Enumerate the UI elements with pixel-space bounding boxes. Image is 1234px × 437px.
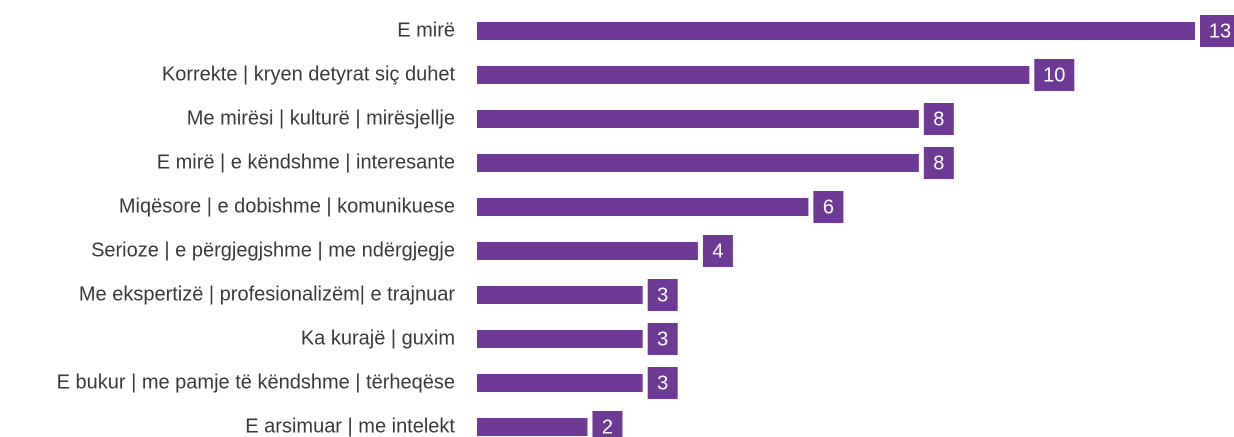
- value-label: 8: [933, 152, 944, 174]
- value-label-box: [647, 279, 678, 311]
- value-label-box: [647, 367, 678, 399]
- value-label-box: [1034, 59, 1075, 91]
- bar: [477, 330, 643, 348]
- value-label-box: [592, 411, 623, 437]
- bar: [477, 418, 588, 436]
- value-label: 3: [657, 372, 668, 394]
- category-label: E bukur | me pamje të këndshme | tërheqë…: [57, 371, 455, 393]
- bar: [477, 198, 809, 216]
- value-label: 8: [933, 108, 944, 130]
- value-label: 2: [602, 416, 613, 437]
- category-label: E arsimuar | me intelekt: [245, 415, 455, 437]
- category-label: E mirë: [397, 19, 455, 41]
- bar: [477, 242, 698, 260]
- bar: [477, 110, 919, 128]
- value-label-box: [923, 147, 954, 179]
- value-label: 4: [712, 240, 723, 262]
- bar: [477, 154, 919, 172]
- bar: [477, 286, 643, 304]
- bar: [477, 374, 643, 392]
- value-label-box: [813, 191, 844, 223]
- value-label: 6: [823, 196, 834, 218]
- value-label-box: [923, 103, 954, 135]
- category-label: E mirë | e këndshme | interesante: [157, 151, 455, 173]
- category-label: Ka kurajë | guxim: [301, 327, 455, 349]
- category-label: Me mirësi | kulturë | mirësjellje: [187, 107, 455, 129]
- value-label: 3: [657, 328, 668, 350]
- category-label: Miqësore | e dobishme | komunikuese: [119, 195, 455, 217]
- category-label: Serioze | e përgjegjshme | me ndërgjegje: [91, 239, 455, 261]
- value-label-box: [1200, 15, 1234, 47]
- bar: [477, 66, 1030, 84]
- value-label: 3: [657, 284, 668, 306]
- value-label: 13: [1209, 20, 1231, 42]
- value-label: 10: [1043, 64, 1065, 86]
- value-label-box: [702, 235, 733, 267]
- category-label: Me ekspertizë | profesionalizëm| e trajn…: [79, 283, 455, 305]
- value-label-box: [647, 323, 678, 355]
- category-label: Korrekte | kryen detyrat siç duhet: [162, 63, 456, 85]
- bar: [477, 22, 1195, 40]
